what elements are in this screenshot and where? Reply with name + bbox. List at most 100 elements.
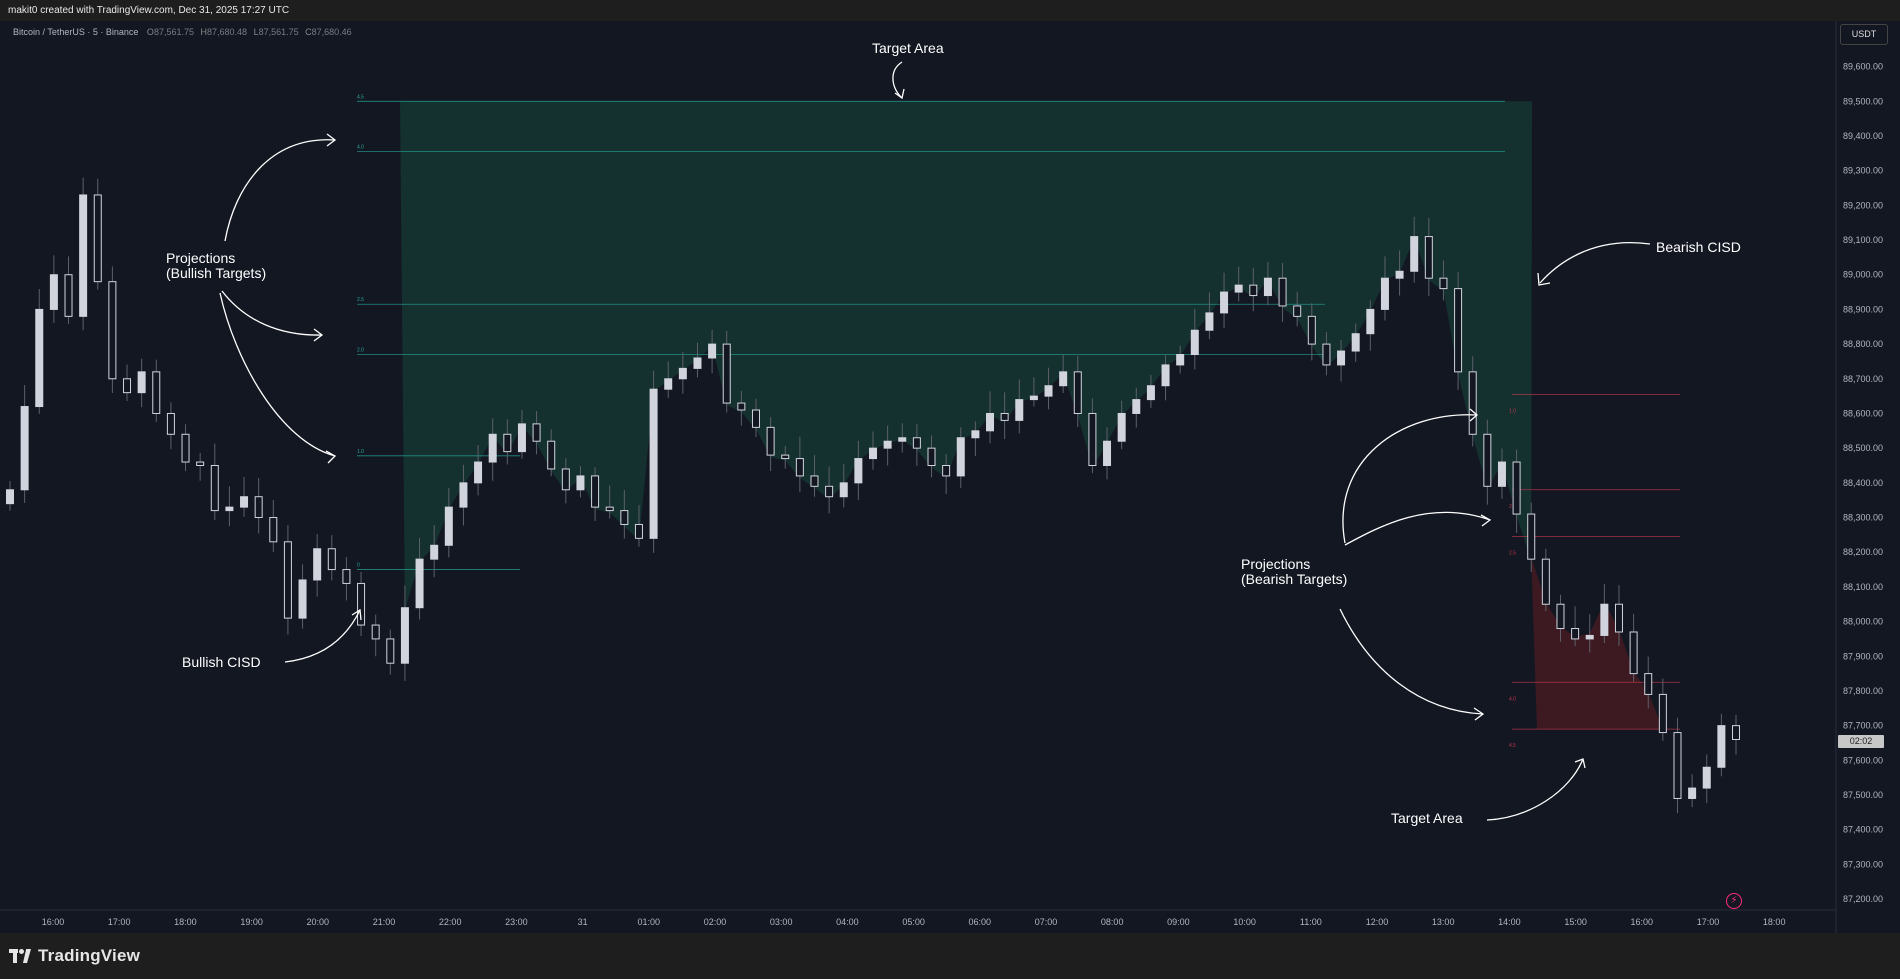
high-label: H	[201, 27, 208, 37]
symbol-title[interactable]: Bitcoin / TetherUS · 5 · Binance	[13, 27, 138, 37]
candle-body	[1439, 277, 1448, 290]
candle-body	[342, 569, 351, 584]
candle-body	[1410, 236, 1419, 272]
candle-body	[108, 281, 117, 380]
open-label: O	[147, 27, 154, 37]
price-tick-label: 87,200.00	[1843, 894, 1883, 904]
chart-area[interactable]: 4.5 4.0 2.5 2.0 1.0 0 1.0 2.0 2.5 4.0 4.5 89,600.0…	[0, 21, 1900, 933]
candle-body	[1512, 461, 1521, 515]
candle-body	[298, 579, 307, 619]
candle-body	[152, 371, 161, 414]
lightning-icon[interactable]: ⚡	[1726, 893, 1742, 909]
time-tick-label: 06:00	[969, 917, 992, 927]
candle-body	[1234, 284, 1243, 293]
price-tick-label: 88,800.00	[1843, 339, 1883, 349]
price-tick-label: 89,200.00	[1843, 200, 1883, 210]
time-tick-label: 09:00	[1167, 917, 1190, 927]
candle-body	[1044, 385, 1053, 397]
candle-body	[35, 308, 44, 408]
currency-button[interactable]: USDT	[1840, 24, 1888, 45]
candle-body	[1717, 725, 1726, 768]
candle-body	[1673, 732, 1682, 799]
target-area-top-arrow	[892, 61, 903, 99]
candle-body	[649, 388, 658, 539]
price-tick-label: 87,300.00	[1843, 859, 1883, 869]
candle-body	[1029, 395, 1038, 401]
price-tick-label: 88,100.00	[1843, 582, 1883, 592]
bullish-arrow-1	[224, 139, 336, 242]
price-tick-label: 87,900.00	[1843, 651, 1883, 661]
bullish-level-label: 2.5	[357, 297, 364, 303]
candle-body	[708, 343, 717, 359]
tradingview-logo-icon	[9, 949, 31, 963]
price-tick-label: 88,900.00	[1843, 304, 1883, 314]
candle-body	[971, 430, 980, 439]
bullish-level-label: 1.0	[357, 449, 364, 455]
price-tick-label: 88,300.00	[1843, 513, 1883, 523]
bullish-target-zone	[400, 101, 1532, 610]
candle-body	[1658, 693, 1667, 734]
candle-body	[240, 496, 249, 508]
candle-body	[1015, 399, 1024, 421]
candle-body	[474, 461, 483, 484]
time-tick-label: 31	[578, 917, 588, 927]
candle-body	[1454, 288, 1463, 373]
candle-body	[1366, 308, 1375, 335]
candle-body	[1307, 315, 1316, 345]
bearish-target-zone	[1531, 557, 1680, 730]
price-tick-label: 87,600.00	[1843, 755, 1883, 765]
candle-body	[313, 548, 322, 581]
price-chart[interactable]: 4.5 4.0 2.5 2.0 1.0 0 1.0 2.0 2.5 4.0 4.5 89,600.0…	[0, 21, 1900, 933]
time-tick-label: 16:00	[1631, 917, 1654, 927]
time-axis[interactable]: 16:00 17:00 18:00 19:00 20:00 21:00 22:00 23:00…	[42, 917, 1786, 927]
candle-body	[1278, 277, 1287, 307]
bullish-cisd-arrow	[284, 609, 361, 663]
bullish-level-label: 4.5	[357, 94, 364, 100]
time-tick-label: 15:00	[1564, 917, 1587, 927]
footer-bar: TradingView	[0, 933, 1900, 979]
candle-body	[1483, 433, 1492, 487]
candle-body	[1059, 371, 1068, 387]
candle-body	[79, 194, 88, 317]
price-tick-label: 89,400.00	[1843, 131, 1883, 141]
candle-body	[1132, 399, 1141, 414]
candle-body	[1395, 270, 1404, 279]
candle-body	[634, 523, 643, 539]
low-label: L	[254, 27, 259, 37]
candle-body	[766, 426, 775, 456]
time-tick-label: 04:00	[836, 917, 859, 927]
bearish-cisd-label: Bearish CISD	[1656, 239, 1741, 255]
candle-body	[1117, 412, 1126, 442]
open-value: 87,561.75	[154, 27, 194, 37]
candle-body	[269, 517, 278, 543]
candle-body	[898, 437, 907, 442]
candle-body	[810, 475, 819, 487]
time-tick-label: 07:00	[1035, 917, 1058, 927]
time-tick-label: 18:00	[174, 917, 197, 927]
candle-body	[49, 274, 58, 310]
target-area-top-label: Target Area	[872, 40, 944, 56]
tradingview-brand[interactable]: TradingView	[9, 946, 140, 966]
candle-body	[1190, 329, 1199, 356]
bearish-level-label: 4.0	[1509, 696, 1516, 702]
price-tick-label: 89,100.00	[1843, 235, 1883, 245]
price-axis[interactable]: 89,600.00 89,500.00 89,400.00 89,300.00 89,2…	[1843, 62, 1883, 904]
candle-body	[547, 440, 556, 470]
candle-body	[722, 343, 731, 404]
price-tick-label: 89,500.00	[1843, 96, 1883, 106]
credit-bar: makit0 created with TradingView.com, Dec…	[0, 0, 1900, 21]
price-tick-label: 87,700.00	[1843, 721, 1883, 731]
candle-body	[839, 482, 848, 498]
candle-body	[620, 510, 629, 525]
candle-body	[1702, 766, 1711, 789]
candle-body	[1380, 277, 1389, 310]
candle-body	[693, 357, 702, 369]
time-tick-label: 05:00	[902, 917, 925, 927]
time-tick-label: 02:00	[704, 917, 727, 927]
candle-body	[459, 482, 468, 508]
projections-bear-sublabel: (Bearish Targets)	[1241, 571, 1347, 587]
time-tick-label: 23:00	[505, 917, 528, 927]
projections-bear-label: Projections	[1241, 556, 1310, 572]
price-tick-label: 88,400.00	[1843, 478, 1883, 488]
candle-body	[283, 541, 292, 619]
